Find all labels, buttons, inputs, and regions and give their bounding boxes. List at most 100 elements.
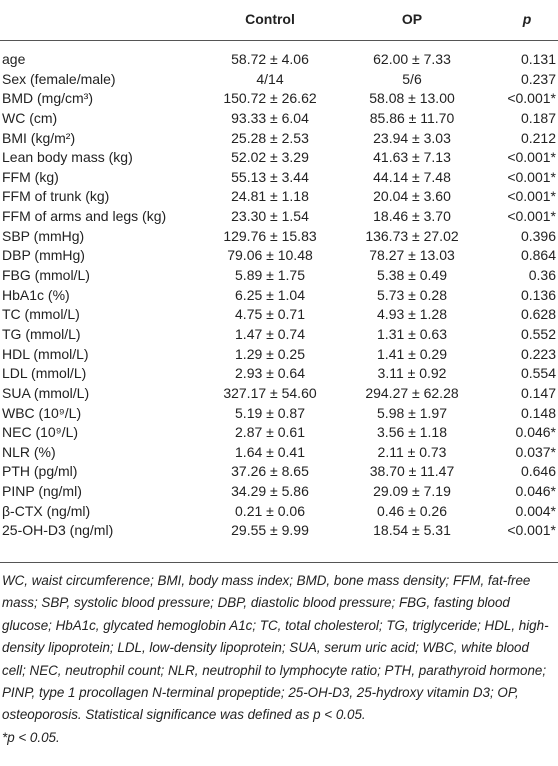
control-value: 79.06 ± 10.48 [227, 247, 313, 264]
p-value: 0.237 [520, 70, 556, 87]
p-value: 0.046* [515, 424, 556, 441]
op-value: 4.93 ± 1.28 [377, 306, 447, 323]
control-value: 34.29 ± 5.86 [231, 483, 309, 500]
control-value: 0.21 ± 0.06 [235, 502, 305, 519]
control-value: 2.87 ± 0.61 [235, 424, 305, 441]
row-label: FFM of trunk (kg) [2, 188, 110, 205]
row-label: NLR (%) [2, 443, 56, 460]
row-label: PINP (ng/ml) [2, 483, 82, 500]
op-value: 62.00 ± 7.33 [373, 51, 451, 67]
op-value: 3.11 ± 0.92 [377, 365, 447, 382]
p-value: <0.001* [507, 188, 556, 205]
p-value: 0.212 [520, 129, 556, 146]
op-value: 38.70 ± 11.47 [369, 463, 455, 480]
control-value: 24.81 ± 1.18 [231, 188, 309, 205]
op-value: 41.63 ± 7.13 [373, 149, 451, 166]
p-value: 0.131 [520, 51, 556, 67]
op-value: 2.11 ± 0.73 [377, 443, 447, 460]
control-value: 150.72 ± 26.62 [223, 90, 317, 107]
control-value: 6.25 ± 1.04 [235, 286, 305, 303]
p-value: 0.864 [520, 247, 556, 264]
row-label: SUA (mmol/L) [2, 384, 90, 401]
row-label: TC (mmol/L) [2, 306, 80, 323]
p-value: 0.36 [528, 267, 556, 284]
control-value: 1.47 ± 0.74 [235, 325, 305, 342]
row-label: BMI (kg/m²) [2, 129, 76, 146]
p-value: 0.628 [520, 306, 556, 323]
p-value: 0.552 [520, 325, 556, 342]
row-label: LDL (mmol/L) [2, 365, 87, 382]
p-value: 0.037* [515, 443, 556, 460]
row-label: WBC (10⁹/L) [2, 404, 82, 421]
op-value: 18.54 ± 5.31 [373, 522, 451, 539]
op-value: 1.31 ± 0.63 [377, 325, 447, 342]
control-value: 5.19 ± 0.87 [235, 404, 305, 421]
op-value: 58.08 ± 13.00 [369, 90, 455, 107]
op-value: 18.46 ± 3.70 [373, 208, 451, 225]
control-value: 1.64 ± 0.41 [235, 443, 305, 460]
p-value: 0.136 [520, 286, 556, 303]
control-value: 4.75 ± 0.71 [235, 306, 305, 323]
row-label: age [2, 51, 26, 67]
op-value: 0.46 ± 0.26 [377, 502, 447, 519]
op-value: 5.38 ± 0.49 [377, 267, 447, 284]
op-value: 3.56 ± 1.18 [377, 424, 447, 441]
p-value: 0.396 [520, 227, 556, 244]
op-value: 5/6 [402, 70, 422, 87]
op-value: 20.04 ± 3.60 [373, 188, 451, 205]
row-label: HbA1c (%) [2, 286, 70, 303]
column-header: p [522, 11, 532, 27]
row-label: FFM (kg) [2, 168, 59, 185]
control-value: 25.28 ± 2.53 [231, 129, 309, 146]
row-label: Sex (female/male) [2, 70, 116, 87]
row-label: WC (cm) [2, 109, 58, 126]
control-value: 55.13 ± 3.44 [231, 168, 309, 185]
row-label: FFM of arms and legs (kg) [2, 208, 167, 225]
op-value: 85.86 ± 11.70 [369, 109, 455, 126]
p-value: <0.001* [507, 149, 556, 166]
footnote: WC, waist circumference; BMI, body mass … [2, 570, 552, 749]
row-label: 25-OH-D3 (ng/ml) [2, 522, 114, 539]
control-value: 327.17 ± 54.60 [223, 384, 317, 401]
row-label: DBP (mmHg) [2, 247, 85, 264]
column-header: OP [401, 11, 423, 27]
p-value: 0.148 [520, 404, 556, 421]
row-label: FBG (mmol/L) [2, 267, 90, 284]
control-value: 52.02 ± 3.29 [231, 149, 309, 166]
row-label: Lean body mass (kg) [2, 149, 133, 166]
row-label: BMD (mg/cm³) [2, 90, 93, 107]
control-value: 29.55 ± 9.99 [231, 522, 309, 539]
p-value: 0.554 [520, 365, 556, 382]
control-value: 1.29 ± 0.25 [235, 345, 305, 362]
op-value: 136.73 ± 27.02 [365, 227, 459, 244]
p-value: <0.001* [507, 90, 556, 107]
row-label: PTH (pg/ml) [2, 463, 78, 480]
bottom-rule [0, 562, 558, 563]
p-value: 0.147 [520, 384, 556, 401]
row-label: β-CTX (ng/ml) [2, 502, 91, 519]
p-value: 0.223 [520, 345, 556, 362]
row-label: HDL (mmol/L) [2, 345, 89, 362]
row-label: SBP (mmHg) [2, 227, 85, 244]
p-value: 0.187 [520, 109, 556, 126]
p-value: <0.001* [507, 208, 556, 225]
p-value: 0.004* [515, 502, 556, 519]
p-value: 0.646 [520, 463, 556, 480]
p-value: <0.001* [507, 522, 556, 539]
op-value: 29.09 ± 7.19 [373, 483, 451, 500]
footnote-text: *p < 0.05. [2, 729, 60, 745]
control-value: 129.76 ± 15.83 [223, 227, 317, 244]
header-rule [0, 40, 558, 41]
op-value: 1.41 ± 0.29 [377, 345, 447, 362]
control-value: 23.30 ± 1.54 [231, 208, 309, 225]
row-label: TG (mmol/L) [2, 325, 81, 342]
p-value: <0.001* [507, 168, 556, 185]
op-value: 78.27 ± 13.03 [369, 247, 455, 264]
p-value: 0.046* [515, 483, 556, 500]
op-value: 23.94 ± 3.03 [373, 129, 451, 146]
control-value: 58.72 ± 4.06 [231, 51, 309, 67]
control-value: 37.26 ± 8.65 [231, 463, 309, 480]
control-value: 4/14 [256, 70, 284, 87]
control-value: 93.33 ± 6.04 [231, 109, 309, 126]
